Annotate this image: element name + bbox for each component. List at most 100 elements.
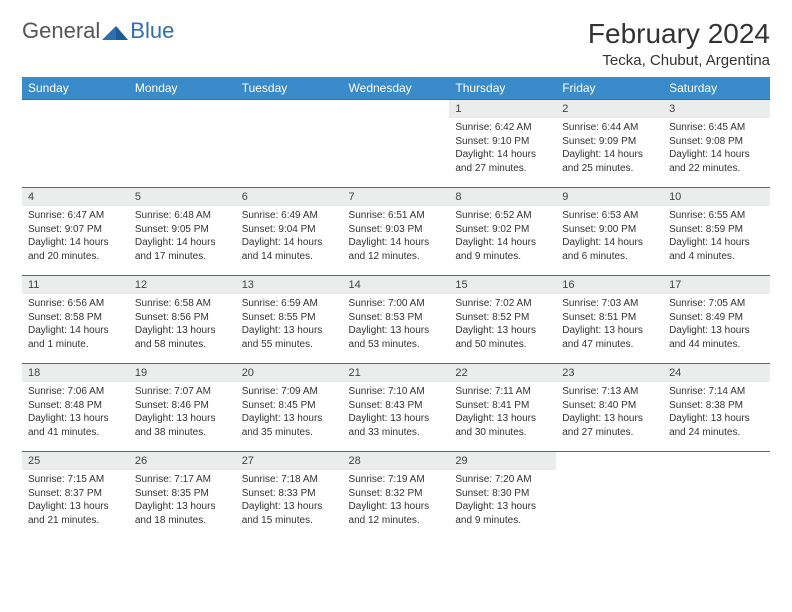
- calendar-header-row: SundayMondayTuesdayWednesdayThursdayFrid…: [22, 77, 770, 100]
- day-number: 11: [22, 276, 129, 294]
- day-number: 1: [449, 100, 556, 118]
- calendar-day-cell: 23Sunrise: 7:13 AMSunset: 8:40 PMDayligh…: [556, 364, 663, 452]
- day-number: 20: [236, 364, 343, 382]
- day-number: 9: [556, 188, 663, 206]
- calendar-day-cell: [236, 100, 343, 188]
- weekday-header: Friday: [556, 77, 663, 100]
- calendar-week-row: 4Sunrise: 6:47 AMSunset: 9:07 PMDaylight…: [22, 188, 770, 276]
- day-details: Sunrise: 7:13 AMSunset: 8:40 PMDaylight:…: [556, 382, 663, 443]
- calendar-day-cell: 24Sunrise: 7:14 AMSunset: 8:38 PMDayligh…: [663, 364, 770, 452]
- calendar-day-cell: 25Sunrise: 7:15 AMSunset: 8:37 PMDayligh…: [22, 452, 129, 540]
- day-number: 18: [22, 364, 129, 382]
- calendar-week-row: 25Sunrise: 7:15 AMSunset: 8:37 PMDayligh…: [22, 452, 770, 540]
- day-number: 16: [556, 276, 663, 294]
- calendar-day-cell: 14Sunrise: 7:00 AMSunset: 8:53 PMDayligh…: [343, 276, 450, 364]
- day-number: 5: [129, 188, 236, 206]
- day-details: Sunrise: 6:44 AMSunset: 9:09 PMDaylight:…: [556, 118, 663, 179]
- day-number: 25: [22, 452, 129, 470]
- day-number: 8: [449, 188, 556, 206]
- calendar-day-cell: 4Sunrise: 6:47 AMSunset: 9:07 PMDaylight…: [22, 188, 129, 276]
- weekday-header: Tuesday: [236, 77, 343, 100]
- day-details: Sunrise: 7:18 AMSunset: 8:33 PMDaylight:…: [236, 470, 343, 531]
- day-details: Sunrise: 6:49 AMSunset: 9:04 PMDaylight:…: [236, 206, 343, 267]
- day-number: 3: [663, 100, 770, 118]
- day-number: 22: [449, 364, 556, 382]
- calendar-body: 1Sunrise: 6:42 AMSunset: 9:10 PMDaylight…: [22, 100, 770, 540]
- logo-text-general: General: [22, 18, 100, 44]
- day-details: Sunrise: 6:55 AMSunset: 8:59 PMDaylight:…: [663, 206, 770, 267]
- day-details: Sunrise: 6:56 AMSunset: 8:58 PMDaylight:…: [22, 294, 129, 355]
- day-details: Sunrise: 7:00 AMSunset: 8:53 PMDaylight:…: [343, 294, 450, 355]
- calendar-day-cell: 7Sunrise: 6:51 AMSunset: 9:03 PMDaylight…: [343, 188, 450, 276]
- day-number-empty: [663, 452, 770, 470]
- day-details: Sunrise: 6:53 AMSunset: 9:00 PMDaylight:…: [556, 206, 663, 267]
- day-number: 24: [663, 364, 770, 382]
- day-details: Sunrise: 7:07 AMSunset: 8:46 PMDaylight:…: [129, 382, 236, 443]
- day-details: Sunrise: 7:15 AMSunset: 8:37 PMDaylight:…: [22, 470, 129, 531]
- logo: General Blue: [22, 18, 174, 44]
- weekday-header: Sunday: [22, 77, 129, 100]
- weekday-header: Saturday: [663, 77, 770, 100]
- day-details: Sunrise: 6:42 AMSunset: 9:10 PMDaylight:…: [449, 118, 556, 179]
- logo-triangle-icon: [102, 22, 128, 40]
- calendar-day-cell: 9Sunrise: 6:53 AMSunset: 9:00 PMDaylight…: [556, 188, 663, 276]
- day-details: Sunrise: 7:03 AMSunset: 8:51 PMDaylight:…: [556, 294, 663, 355]
- calendar-day-cell: 29Sunrise: 7:20 AMSunset: 8:30 PMDayligh…: [449, 452, 556, 540]
- day-number: 15: [449, 276, 556, 294]
- calendar-day-cell: 20Sunrise: 7:09 AMSunset: 8:45 PMDayligh…: [236, 364, 343, 452]
- day-number: 4: [22, 188, 129, 206]
- day-details: Sunrise: 6:59 AMSunset: 8:55 PMDaylight:…: [236, 294, 343, 355]
- calendar-day-cell: 19Sunrise: 7:07 AMSunset: 8:46 PMDayligh…: [129, 364, 236, 452]
- day-details: Sunrise: 6:48 AMSunset: 9:05 PMDaylight:…: [129, 206, 236, 267]
- calendar-day-cell: 28Sunrise: 7:19 AMSunset: 8:32 PMDayligh…: [343, 452, 450, 540]
- day-number-empty: [343, 100, 450, 118]
- title-block: February 2024 Tecka, Chubut, Argentina: [588, 18, 770, 69]
- calendar-day-cell: [663, 452, 770, 540]
- day-number-empty: [556, 452, 663, 470]
- calendar-week-row: 11Sunrise: 6:56 AMSunset: 8:58 PMDayligh…: [22, 276, 770, 364]
- day-details: Sunrise: 6:51 AMSunset: 9:03 PMDaylight:…: [343, 206, 450, 267]
- calendar-day-cell: 1Sunrise: 6:42 AMSunset: 9:10 PMDaylight…: [449, 100, 556, 188]
- day-details: Sunrise: 7:14 AMSunset: 8:38 PMDaylight:…: [663, 382, 770, 443]
- day-details: Sunrise: 7:19 AMSunset: 8:32 PMDaylight:…: [343, 470, 450, 531]
- day-details: Sunrise: 6:58 AMSunset: 8:56 PMDaylight:…: [129, 294, 236, 355]
- day-details: Sunrise: 7:17 AMSunset: 8:35 PMDaylight:…: [129, 470, 236, 531]
- calendar-day-cell: 26Sunrise: 7:17 AMSunset: 8:35 PMDayligh…: [129, 452, 236, 540]
- day-number: 23: [556, 364, 663, 382]
- day-number: 29: [449, 452, 556, 470]
- calendar-day-cell: 10Sunrise: 6:55 AMSunset: 8:59 PMDayligh…: [663, 188, 770, 276]
- location-text: Tecka, Chubut, Argentina: [588, 52, 770, 69]
- logo-text-blue: Blue: [130, 18, 174, 44]
- day-number: 14: [343, 276, 450, 294]
- day-number: 2: [556, 100, 663, 118]
- day-details: Sunrise: 6:52 AMSunset: 9:02 PMDaylight:…: [449, 206, 556, 267]
- calendar-day-cell: 12Sunrise: 6:58 AMSunset: 8:56 PMDayligh…: [129, 276, 236, 364]
- calendar-day-cell: 17Sunrise: 7:05 AMSunset: 8:49 PMDayligh…: [663, 276, 770, 364]
- day-number: 6: [236, 188, 343, 206]
- day-number: 17: [663, 276, 770, 294]
- day-number: 12: [129, 276, 236, 294]
- calendar-day-cell: 22Sunrise: 7:11 AMSunset: 8:41 PMDayligh…: [449, 364, 556, 452]
- day-details: Sunrise: 7:11 AMSunset: 8:41 PMDaylight:…: [449, 382, 556, 443]
- calendar-day-cell: 16Sunrise: 7:03 AMSunset: 8:51 PMDayligh…: [556, 276, 663, 364]
- day-details: Sunrise: 6:47 AMSunset: 9:07 PMDaylight:…: [22, 206, 129, 267]
- day-number: 10: [663, 188, 770, 206]
- day-number-empty: [22, 100, 129, 118]
- day-number: 19: [129, 364, 236, 382]
- month-title: February 2024: [588, 18, 770, 50]
- calendar-day-cell: 2Sunrise: 6:44 AMSunset: 9:09 PMDaylight…: [556, 100, 663, 188]
- calendar-day-cell: 11Sunrise: 6:56 AMSunset: 8:58 PMDayligh…: [22, 276, 129, 364]
- day-number: 7: [343, 188, 450, 206]
- weekday-header: Thursday: [449, 77, 556, 100]
- day-details: Sunrise: 7:06 AMSunset: 8:48 PMDaylight:…: [22, 382, 129, 443]
- day-number: 26: [129, 452, 236, 470]
- weekday-header: Monday: [129, 77, 236, 100]
- calendar-day-cell: 15Sunrise: 7:02 AMSunset: 8:52 PMDayligh…: [449, 276, 556, 364]
- day-details: Sunrise: 7:10 AMSunset: 8:43 PMDaylight:…: [343, 382, 450, 443]
- calendar-day-cell: 3Sunrise: 6:45 AMSunset: 9:08 PMDaylight…: [663, 100, 770, 188]
- day-number: 27: [236, 452, 343, 470]
- day-details: Sunrise: 7:20 AMSunset: 8:30 PMDaylight:…: [449, 470, 556, 531]
- day-number-empty: [129, 100, 236, 118]
- calendar-day-cell: 8Sunrise: 6:52 AMSunset: 9:02 PMDaylight…: [449, 188, 556, 276]
- weekday-header: Wednesday: [343, 77, 450, 100]
